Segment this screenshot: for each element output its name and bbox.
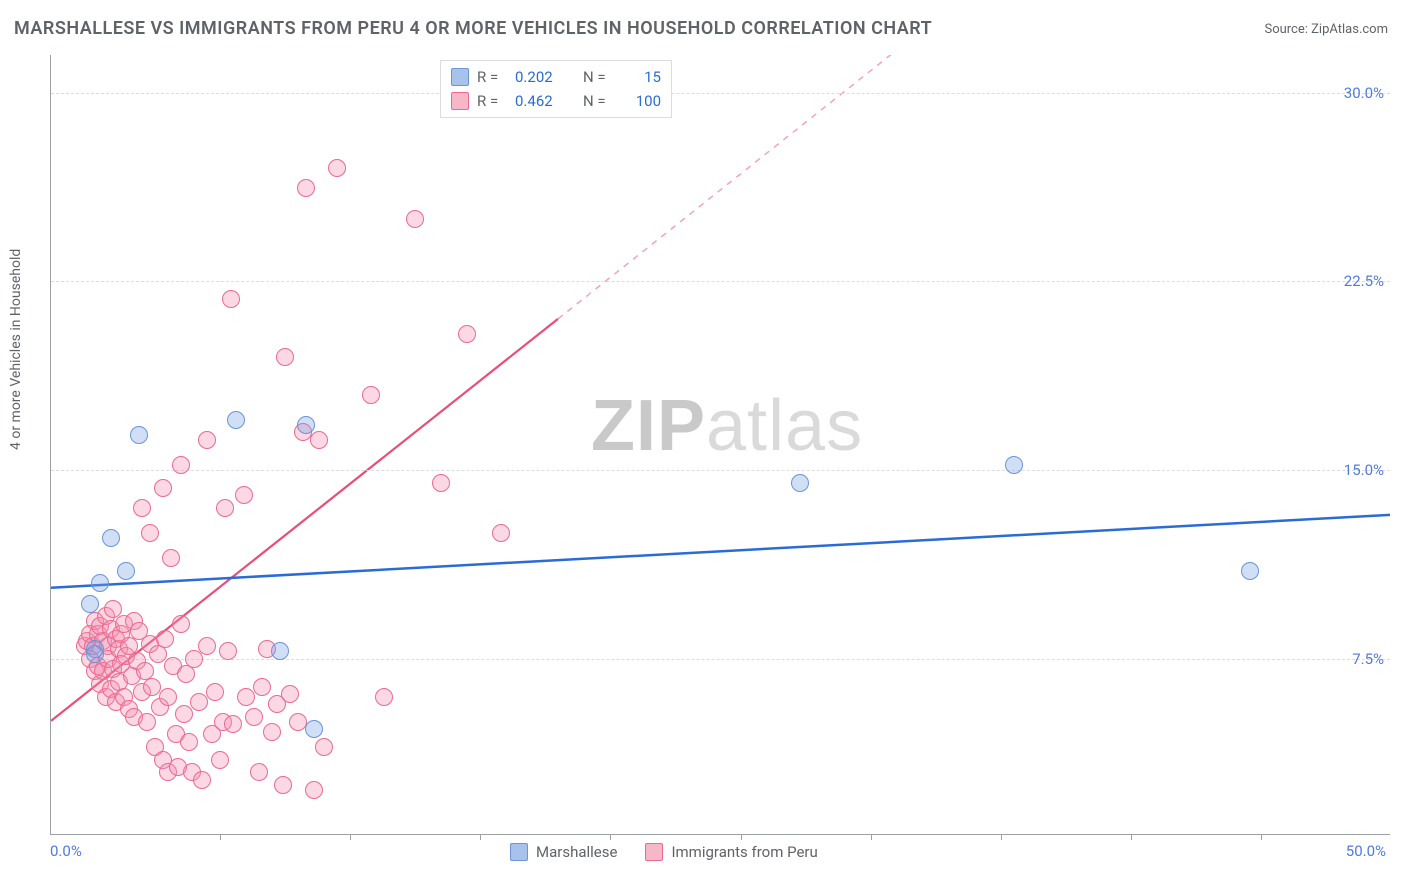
y-tick-label: 22.5%: [1344, 272, 1384, 290]
legend-label-pink: Immigrants from Peru: [671, 843, 817, 861]
data-point-pink: [315, 738, 333, 756]
legend-item-blue: Marshallese: [510, 843, 617, 861]
data-point-pink: [198, 637, 216, 655]
r-value-pink: 0.462: [515, 92, 575, 110]
data-point-blue: [1241, 562, 1259, 580]
x-tick: [1001, 834, 1002, 840]
data-point-pink: [224, 715, 242, 733]
x-axis-origin-label: 0.0%: [50, 842, 82, 860]
data-point-blue: [91, 574, 109, 592]
data-point-pink: [141, 524, 159, 542]
data-point-pink: [172, 615, 190, 633]
data-point-pink: [154, 479, 172, 497]
x-tick: [480, 834, 481, 840]
r-value-blue: 0.202: [515, 68, 575, 86]
x-axis-max-label: 50.0%: [1346, 842, 1386, 860]
data-point-pink: [193, 771, 211, 789]
legend-item-pink: Immigrants from Peru: [645, 843, 817, 861]
y-tick-label: 7.5%: [1352, 650, 1384, 668]
gridline: [51, 93, 1390, 94]
data-point-pink: [190, 693, 208, 711]
data-point-pink: [250, 763, 268, 781]
legend-row-blue: R =0.202 N =15: [451, 65, 661, 89]
data-point-pink: [310, 431, 328, 449]
data-point-blue: [271, 642, 289, 660]
x-tick: [610, 834, 611, 840]
y-axis-label: 4 or more Vehicles in Household: [8, 249, 24, 450]
data-point-blue: [297, 416, 315, 434]
gridline: [51, 659, 1390, 660]
data-point-pink: [216, 499, 234, 517]
data-point-blue: [791, 474, 809, 492]
data-point-pink: [276, 348, 294, 366]
data-point-pink: [274, 776, 292, 794]
data-point-blue: [117, 562, 135, 580]
watermark-text: ZIPatlas: [591, 385, 863, 467]
data-point-blue: [305, 720, 323, 738]
data-point-pink: [263, 723, 281, 741]
data-point-pink: [245, 708, 263, 726]
data-point-pink: [162, 549, 180, 567]
swatch-blue-icon: [451, 68, 469, 86]
data-point-pink: [172, 456, 190, 474]
data-point-blue: [227, 411, 245, 429]
data-point-pink: [138, 713, 156, 731]
x-tick: [741, 834, 742, 840]
data-point-blue: [102, 529, 120, 547]
data-point-pink: [328, 159, 346, 177]
correlation-legend: R =0.202 N =15 R =0.462 N =100: [440, 60, 672, 118]
data-point-blue: [1005, 456, 1023, 474]
data-point-pink: [305, 781, 323, 799]
data-point-pink: [133, 499, 151, 517]
chart-title: MARSHALLESE VS IMMIGRANTS FROM PERU 4 OR…: [14, 18, 932, 39]
data-point-pink: [362, 386, 380, 404]
data-point-pink: [211, 751, 229, 769]
n-value-pink: 100: [621, 92, 661, 110]
legend-row-pink: R =0.462 N =100: [451, 89, 661, 113]
gridline: [51, 470, 1390, 471]
swatch-blue-icon: [510, 843, 528, 861]
n-value-blue: 15: [621, 68, 661, 86]
data-point-pink: [159, 688, 177, 706]
data-point-pink: [206, 683, 224, 701]
data-point-blue: [130, 426, 148, 444]
data-point-pink: [297, 179, 315, 197]
x-tick: [350, 834, 351, 840]
series-legend: Marshallese Immigrants from Peru: [510, 843, 818, 861]
swatch-pink-icon: [451, 92, 469, 110]
data-point-blue: [86, 645, 104, 663]
data-point-pink: [375, 688, 393, 706]
x-tick: [871, 834, 872, 840]
y-tick-label: 30.0%: [1344, 84, 1384, 102]
y-tick-label: 15.0%: [1344, 461, 1384, 479]
x-tick: [1261, 834, 1262, 840]
data-point-pink: [235, 486, 253, 504]
data-point-blue: [81, 595, 99, 613]
data-point-pink: [492, 524, 510, 542]
data-point-pink: [156, 630, 174, 648]
data-point-pink: [281, 685, 299, 703]
data-point-pink: [406, 210, 424, 228]
data-point-pink: [253, 678, 271, 696]
data-point-pink: [237, 688, 255, 706]
swatch-pink-icon: [645, 843, 663, 861]
data-point-pink: [432, 474, 450, 492]
gridline: [51, 281, 1390, 282]
data-point-pink: [458, 325, 476, 343]
x-tick: [220, 834, 221, 840]
x-tick: [1131, 834, 1132, 840]
scatter-plot-area: ZIPatlas 7.5% 15.0% 22.5% 30.0%: [50, 55, 1390, 835]
source-attribution: Source: ZipAtlas.com: [1264, 22, 1388, 37]
data-point-pink: [198, 431, 216, 449]
data-point-pink: [222, 290, 240, 308]
legend-label-blue: Marshallese: [536, 843, 617, 861]
data-point-pink: [180, 733, 198, 751]
data-point-pink: [219, 642, 237, 660]
data-point-pink: [175, 705, 193, 723]
